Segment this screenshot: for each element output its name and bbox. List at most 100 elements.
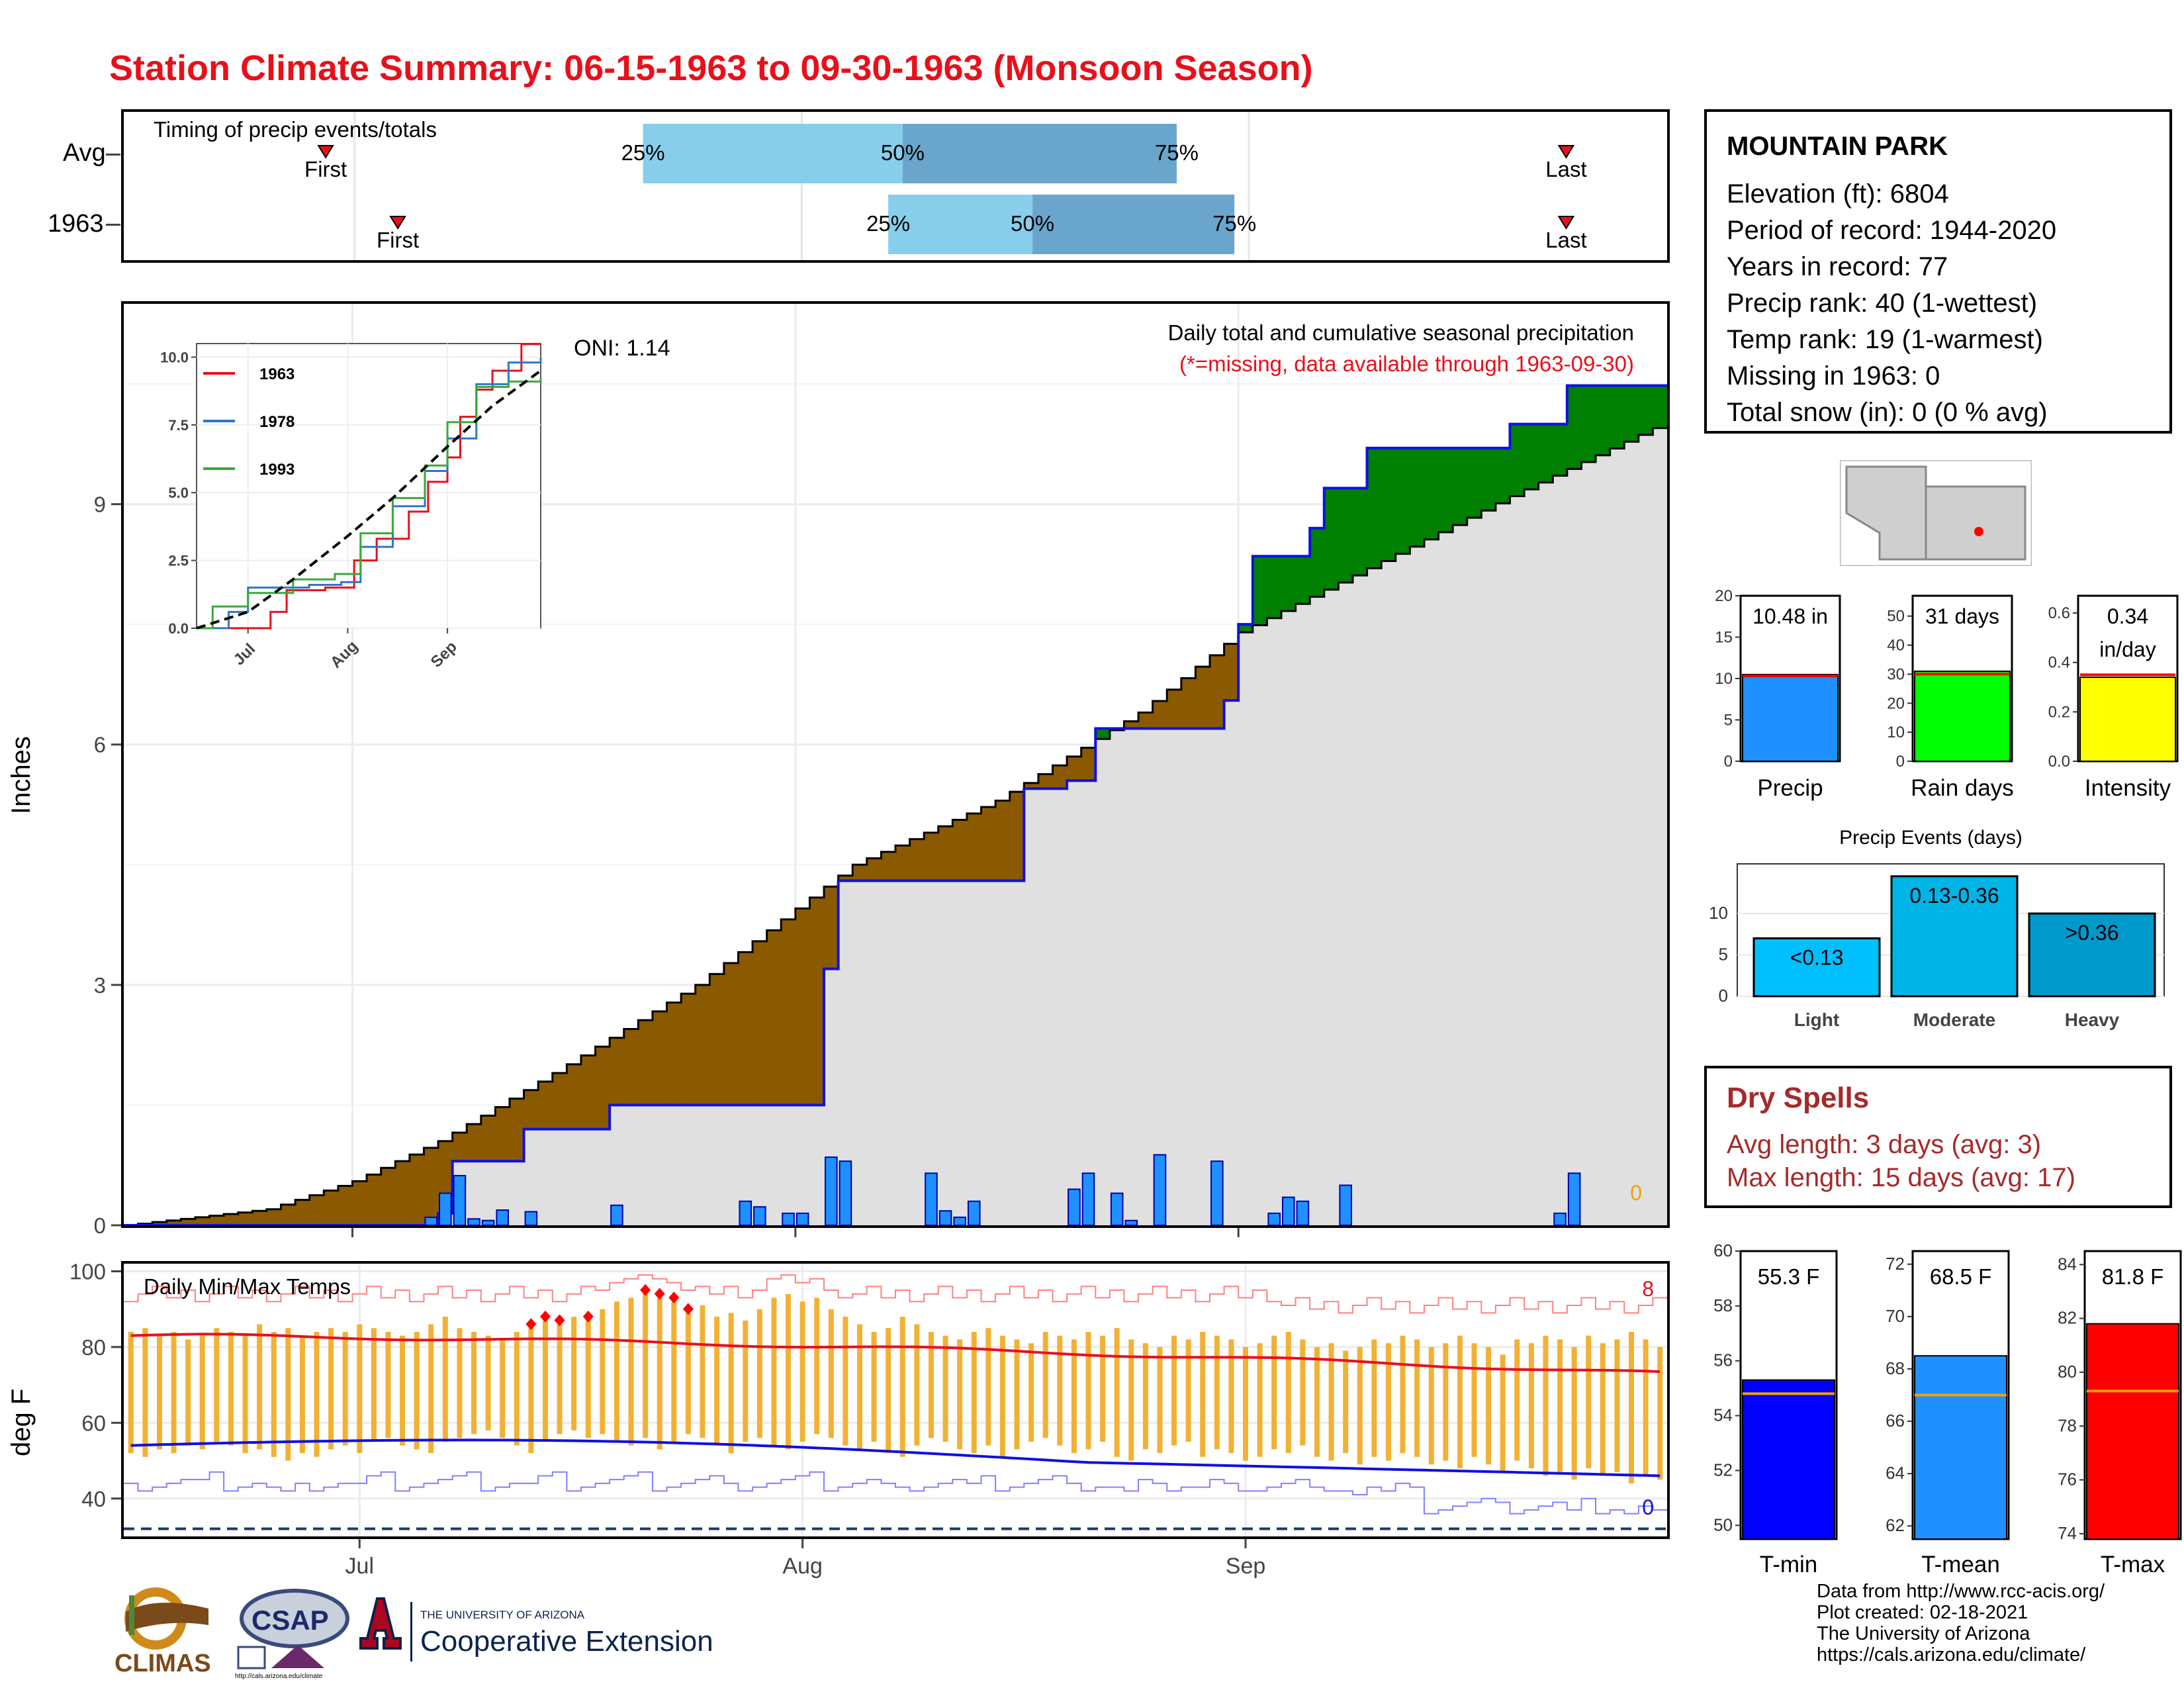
daily-precip-bar: [1267, 1212, 1281, 1225]
daily-temp-bar: [1014, 1339, 1020, 1450]
temp-summary-ytick-label: 56: [1713, 1350, 1733, 1370]
deficit-segment: [652, 1011, 668, 1105]
daily-temp-bar: [857, 1324, 863, 1450]
station-elevation: Elevation (ft): 6804: [1727, 179, 1949, 209]
timing-bar-q2: [902, 124, 1177, 183]
temp-summary-ytick-label: 78: [2058, 1415, 2077, 1435]
inset-series-average: [196, 369, 542, 630]
deficit-segment: [324, 1190, 339, 1225]
temp-summary-bar-t-max: [2086, 1323, 2179, 1540]
surplus-segment: [1395, 447, 1410, 554]
daily-precip-bar: [753, 1206, 766, 1225]
deficit-segment: [1138, 712, 1154, 729]
temp-panel-label: Daily Min/Max Temps: [144, 1274, 351, 1299]
temp-summary-ytick-label: 82: [2058, 1308, 2077, 1328]
daily-temp-bar: [1571, 1346, 1577, 1480]
deficit-segment: [580, 1055, 596, 1129]
deficit-segment: [1081, 747, 1096, 781]
deficit-segment: [295, 1199, 310, 1225]
summary-ytick-label: 0: [1896, 753, 1905, 771]
daily-temp-bar: [643, 1293, 649, 1438]
precip-events-title: Precip Events (days): [1839, 827, 2023, 849]
deficit-segment: [266, 1209, 282, 1225]
csap-logo-url: http://cals.arizona.edu/climate: [235, 1673, 323, 1680]
precip-ylabel: Inches: [7, 736, 36, 814]
temp-summary-ytick-label: 60: [1713, 1241, 1733, 1260]
station-name: MOUNTAIN PARK: [1727, 132, 1948, 161]
deficit-segment: [1210, 655, 1225, 729]
deficit-segment: [781, 919, 796, 1105]
timing-p75-label: 75%: [1155, 140, 1199, 165]
deficit-segment: [638, 1020, 653, 1105]
surplus-segment: [1481, 447, 1496, 511]
deficit-segment: [152, 1222, 167, 1225]
daily-temp-bar: [971, 1332, 977, 1454]
daily-temp-bar: [1328, 1343, 1334, 1461]
temp-summary-value-label: 68.5 F: [1930, 1264, 1992, 1289]
deficit-segment: [866, 858, 882, 881]
daily-temp-bar: [400, 1335, 406, 1446]
timing-bar-q1: [888, 195, 1033, 254]
daily-temp-bar: [799, 1301, 805, 1442]
record-high-count: 8: [1642, 1277, 1654, 1301]
surplus-segment: [1624, 385, 1639, 442]
daily-temp-bar: [199, 1335, 205, 1450]
record-high-marker: [640, 1284, 651, 1296]
daily-temp-bar: [1271, 1335, 1277, 1450]
deficit-segment: [809, 897, 825, 1105]
temp-summary-ytick-label: 70: [1886, 1306, 1905, 1326]
inset-xtick-label: Jul: [230, 640, 259, 669]
daily-temp-bar: [1200, 1332, 1206, 1457]
timing-panel: 25% 50% 75% First Last 25% 50% 75% First Last Tim…: [121, 109, 1670, 263]
daily-precip-bar: [953, 1216, 966, 1225]
deficit-segment: [1181, 678, 1197, 729]
deficit-segment: [738, 952, 753, 1105]
state-locator-map: [1840, 460, 2032, 566]
daily-precip-bar: [424, 1216, 438, 1225]
record-high-marker: [654, 1288, 665, 1300]
daily-precip-bar: [739, 1200, 752, 1225]
station-years: Years in record: 77: [1727, 252, 1948, 281]
temp-summary-ytick-label: 54: [1713, 1405, 1733, 1425]
daily-temp-bar: [128, 1332, 134, 1454]
precip-events-category-label: Moderate: [1913, 1009, 1995, 1030]
deficit-segment: [395, 1161, 410, 1225]
daily-temp-bar: [1185, 1339, 1191, 1442]
timing-p50-label: 50%: [881, 140, 925, 165]
daily-temp-bar: [1228, 1339, 1234, 1454]
daily-temp-bar: [1643, 1339, 1649, 1476]
summary-bars: 0 5 10 15 20 10.48 in Precip 0 10 20 30 40 50 31 days…: [1715, 587, 2179, 801]
daily-temp-bar: [1371, 1339, 1377, 1457]
summary-bar-label: Precip: [1757, 775, 1823, 801]
daily-precip-bar: [1068, 1188, 1081, 1225]
daily-temp-bar: [142, 1328, 148, 1457]
timing-first-marker: [317, 145, 334, 159]
summary-ytick-label: 30: [1887, 665, 1905, 683]
daily-temp-bar: [999, 1335, 1005, 1457]
temp-summary-value-label: 81.8 F: [2102, 1264, 2164, 1289]
timing-p50-label: 50%: [1011, 211, 1054, 236]
daily-temp-bar: [185, 1339, 191, 1446]
surplus-segment: [1553, 424, 1568, 476]
surplus-segment: [1467, 447, 1482, 518]
inset-series-1963: [197, 343, 541, 630]
temp-summary-ytick-label: 64: [1886, 1463, 1905, 1483]
surplus-segment: [1495, 447, 1511, 504]
precip-ytick-label: 0: [94, 1213, 106, 1235]
timing-last-label: Last: [1545, 228, 1586, 252]
surplus-segment: [1352, 488, 1368, 576]
timing-row-label-avg: Avg: [63, 139, 106, 167]
daily-temp-bar: [842, 1317, 848, 1446]
timing-p25-label: 25%: [621, 140, 665, 165]
daily-precip-bar: [1110, 1192, 1124, 1225]
daily-temp-bar: [514, 1332, 520, 1446]
temp-summary-bar-label: T-min: [1760, 1552, 1818, 1577]
surplus-segment: [1295, 556, 1310, 604]
deficit-segment: [824, 886, 839, 969]
record-high-marker: [582, 1310, 594, 1323]
deficit-segment: [1124, 721, 1139, 729]
timing-last-marker: [1557, 145, 1575, 159]
csap-logo-text: CSAP: [251, 1605, 329, 1636]
daily-temp-bar: [457, 1328, 463, 1438]
daily-temp-bar: [342, 1332, 348, 1446]
